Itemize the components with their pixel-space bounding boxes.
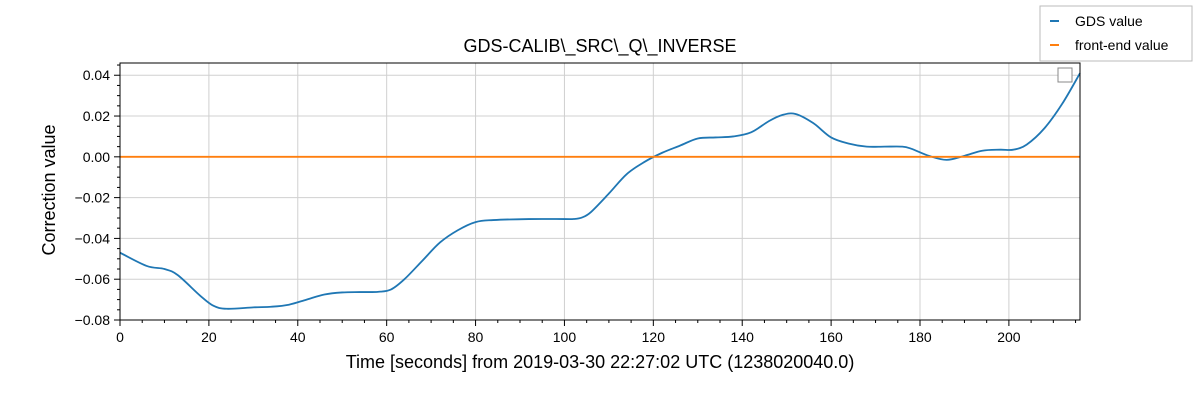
y-tick-label: −0.08	[75, 312, 111, 328]
y-tick-label: 0.00	[83, 149, 110, 165]
empty-legend-box	[1057, 67, 1073, 83]
legend-frame	[1039, 5, 1193, 62]
legend-label-front-end-value: front-end value	[1075, 37, 1169, 53]
legend-label-gds-value: GDS value	[1075, 13, 1143, 29]
x-tick-label: 200	[997, 329, 1021, 345]
series-line-gds-value	[119, 72, 1081, 310]
legend: GDS value front-end value	[1039, 5, 1193, 62]
x-tick-label: 60	[379, 329, 395, 345]
y-axis-label: Correction value	[39, 124, 59, 255]
x-tick-label: 180	[908, 329, 932, 345]
x-tick-label: 140	[731, 329, 755, 345]
y-tick-label: 0.04	[83, 67, 110, 83]
grid	[119, 63, 1080, 321]
x-axis-label: Time [seconds] from 2019-03-30 22:27:02 …	[346, 352, 855, 372]
x-tick-label: 40	[290, 329, 306, 345]
chart-title: GDS-CALIB\_SRC\_Q\_INVERSE	[463, 36, 736, 57]
axis-ticks: 0 20 40 60 80 100 120 140 160 180 200 −0.08 −0.06 −0.…	[75, 64, 1077, 345]
x-tick-label: 80	[468, 329, 484, 345]
y-tick-label: 0.02	[83, 108, 110, 124]
x-tick-label: 0	[116, 329, 124, 345]
x-tick-label: 120	[642, 329, 666, 345]
x-tick-label: 100	[553, 329, 577, 345]
y-tick-label: −0.06	[75, 271, 111, 287]
series-layer	[119, 72, 1081, 310]
y-tick-label: −0.02	[75, 190, 111, 206]
x-tick-label: 20	[201, 329, 217, 345]
y-tick-label: −0.04	[75, 230, 111, 246]
plot-area-frame	[119, 62, 1081, 321]
x-tick-label: 160	[819, 329, 843, 345]
